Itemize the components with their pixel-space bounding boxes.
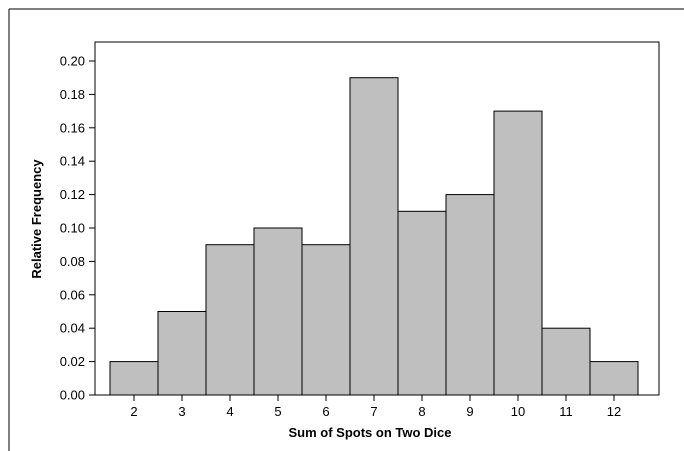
x-tick-label: 2 [130, 404, 137, 419]
y-tick-label: 0.12 [60, 187, 85, 202]
bar-10 [493, 110, 543, 396]
y-tick-label: 0.04 [60, 321, 85, 336]
bar-7 [349, 77, 399, 396]
x-tick-label: 3 [178, 404, 185, 419]
bar-11 [541, 327, 591, 396]
x-tick-label: 12 [607, 404, 621, 419]
y-axis: 0.00 0.02 0.04 0.06 0.08 0.10 0.12 0.14 0.16 0.18… [60, 54, 95, 403]
bar-6 [301, 244, 351, 396]
x-axis: 2 3 4 5 6 7 8 9 10 11 12 [130, 395, 621, 419]
bar-8 [397, 210, 447, 396]
y-tick-label: 0.18 [60, 87, 85, 102]
chart-frame: 0.00 0.02 0.04 0.06 0.08 0.10 0.12 0.14 0.16 0.18… [8, 8, 684, 451]
x-tick-label: 5 [274, 404, 281, 419]
y-tick-label: 0.00 [60, 388, 85, 403]
x-axis-title: Sum of Spots on Two Dice [289, 425, 452, 440]
x-tick-label: 8 [418, 404, 425, 419]
y-tick-label: 0.10 [60, 221, 85, 236]
x-tick-label: 6 [322, 404, 329, 419]
bars [109, 77, 639, 396]
bar-4 [205, 244, 255, 396]
x-tick-label: 9 [466, 404, 473, 419]
x-tick-label: 4 [226, 404, 233, 419]
y-tick-label: 0.16 [60, 120, 85, 135]
x-tick-label: 11 [559, 404, 573, 419]
y-tick-label: 0.14 [60, 154, 85, 169]
x-tick-label: 7 [370, 404, 377, 419]
y-tick-label: 0.20 [60, 54, 85, 69]
y-tick-label: 0.02 [60, 354, 85, 369]
y-axis-title: Relative Frequency [29, 159, 44, 279]
y-tick-label: 0.08 [60, 254, 85, 269]
bar-2 [109, 361, 159, 396]
bar-12 [589, 361, 639, 396]
bar-3 [157, 311, 207, 396]
x-tick-label: 10 [511, 404, 525, 419]
bar-5 [253, 227, 303, 396]
y-tick-label: 0.06 [60, 287, 85, 302]
bar-9 [445, 194, 495, 396]
